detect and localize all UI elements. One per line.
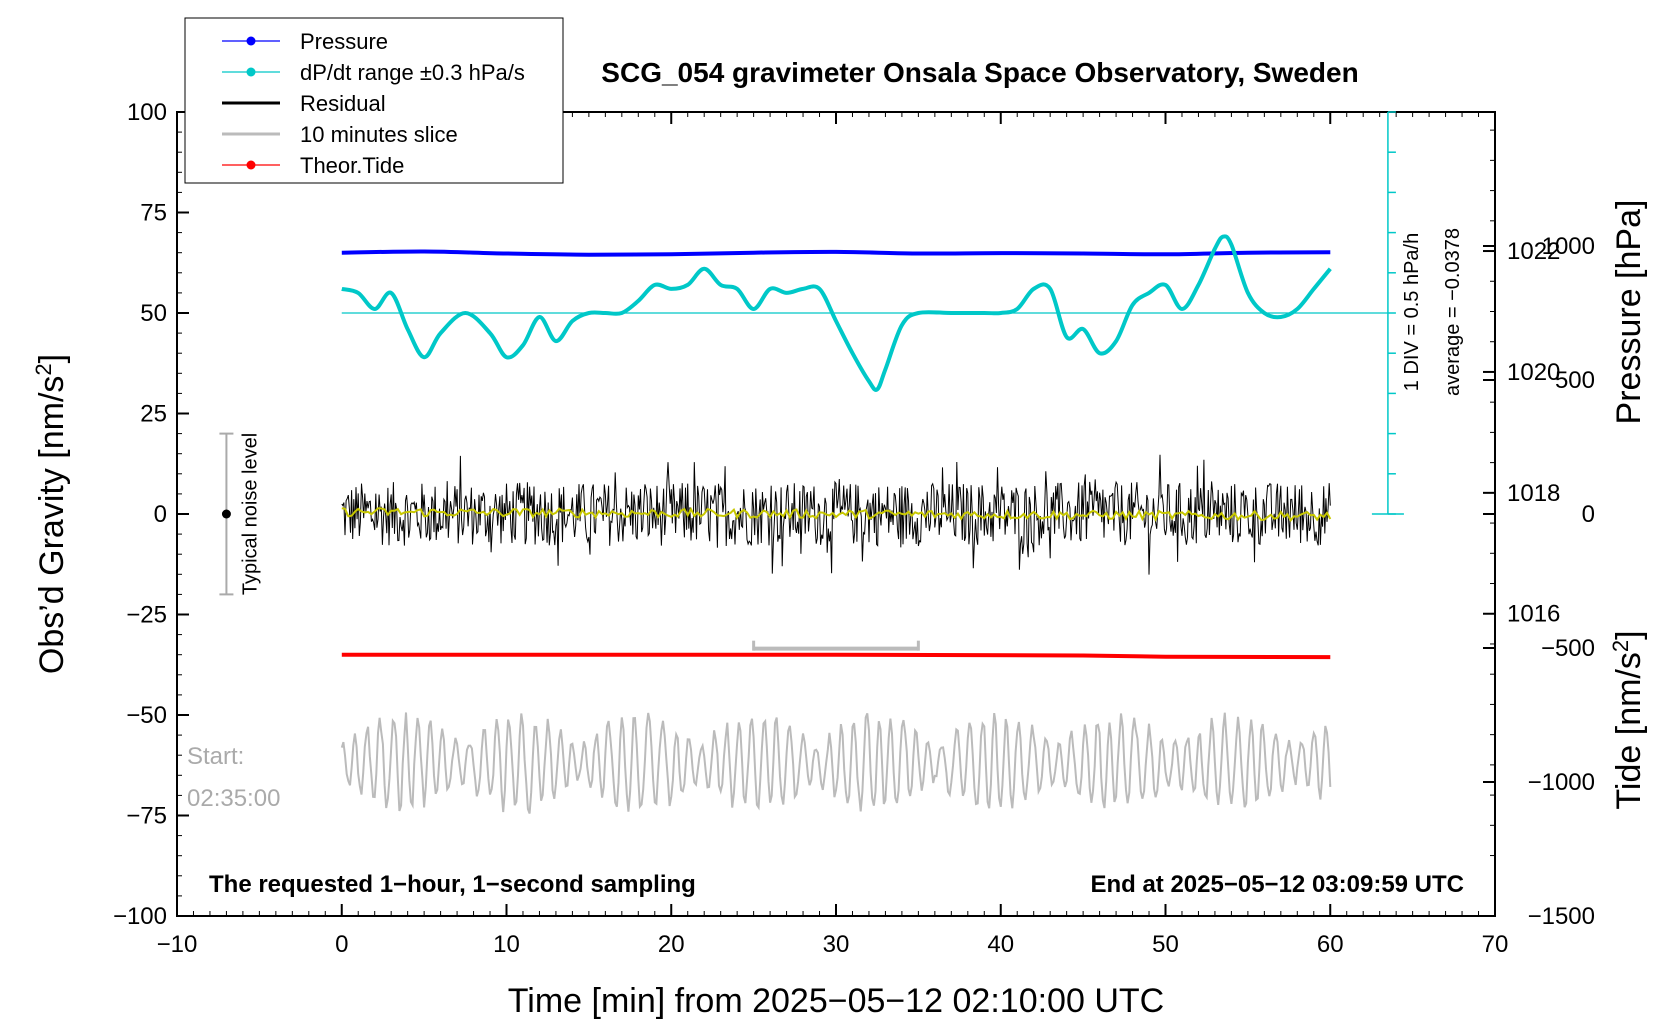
residual-smooth-series-line [341,507,1332,523]
y-tick-label: 25 [140,401,167,428]
tide-tick-label: −500 [1541,635,1595,662]
x-tick-label: −10 [157,931,198,958]
tide-axis-title: Tide [nm/s2] [1608,630,1649,809]
noise-dot [221,509,231,519]
y-axis-title-base: Obs’d Gravity [nm/s [33,376,71,675]
chart-title: SCG_054 gravimeter Onsala Space Observat… [601,57,1358,88]
tide-tick-label: −1000 [1528,769,1595,796]
tide-tick-label: 0 [1582,501,1595,528]
note-sampling: The requested 1−hour, 1−second sampling [209,871,696,898]
y-axis-title-sup: 2 [31,363,56,375]
legend-box [184,17,564,184]
x-tick-label: 60 [1317,931,1344,958]
pressure-series-line [341,249,1331,257]
pressure-tick-label: 1018 [1507,480,1560,507]
pressure-axis-title: Pressure [hPa] [1610,200,1648,425]
x-tick-label: 0 [335,931,348,958]
tide-series-line [341,652,1331,660]
tide-tick-label: 500 [1555,367,1595,394]
legend-label: Theor.Tide [300,153,404,178]
y-tick-label: −25 [126,602,167,629]
div-note: 1 DIV = 0.5 hPa/h [1401,233,1423,391]
x-tick-label: 20 [658,931,685,958]
series-layer [340,234,1388,814]
legend-label: dP/dt range ±0.3 hPa/s [300,60,525,85]
tide-axis-title-sup: 2 [1608,640,1633,652]
x-tick-label: 30 [823,931,850,958]
y-tick-label: −50 [126,702,167,729]
x-tick-label: 70 [1482,931,1509,958]
x-tick-label: 50 [1152,931,1179,958]
slice-series-line [340,712,1332,814]
x-tick-label: 10 [493,931,520,958]
tide-tick-label: −1500 [1528,903,1595,930]
noise-label: Typical noise level [239,433,261,595]
pressure-tick-label: 1020 [1507,359,1560,386]
tide-axis-title-end: ] [1610,630,1648,639]
pressure-tick-label: 1022 [1507,238,1560,265]
tide-axis-title-base: Tide [nm/s [1610,652,1648,809]
y-tick-label: 100 [127,99,167,126]
legend: Pressure dP/dt range ±0.3 hPa/s Residual 10… [184,17,564,184]
axis-ticks: −10 0 10 20 30 40 50 60 70−100−75−50−25025507510… [113,99,1595,958]
y-tick-label: 75 [140,200,167,227]
y-axis-title-end: ] [33,354,71,363]
note-end-time: End at 2025−05−12 03:09:59 UTC [1090,871,1464,898]
x-tick-label: 40 [987,931,1014,958]
dpdt-series-line [341,234,1332,392]
residual-series-line [341,454,1331,575]
pressure-tick-label: 1016 [1507,601,1560,628]
start-time: 02:35:00 [187,785,280,812]
legend-marker [246,160,256,170]
legend-label: Residual [300,91,386,116]
legend-marker [246,67,256,77]
average-note: average = −0.0378 [1442,228,1464,396]
noise-indicator: Typical noise level [219,432,261,596]
start-label: Start: [187,743,244,770]
y-tick-label: 50 [140,300,167,327]
x-axis-title: Time [min] from 2025−05−12 02:10:00 UTC [508,982,1164,1020]
tide-tick-label: 1000 [1542,233,1595,260]
y-tick-label: 0 [154,501,167,528]
legend-label: Pressure [300,29,388,54]
y-tick-label: −75 [126,803,167,830]
legend-label: 10 minutes slice [300,122,458,147]
y-axis-title: Obs’d Gravity [nm/s2] [31,354,72,674]
legend-marker [246,36,256,46]
y-tick-label: −100 [113,903,167,930]
